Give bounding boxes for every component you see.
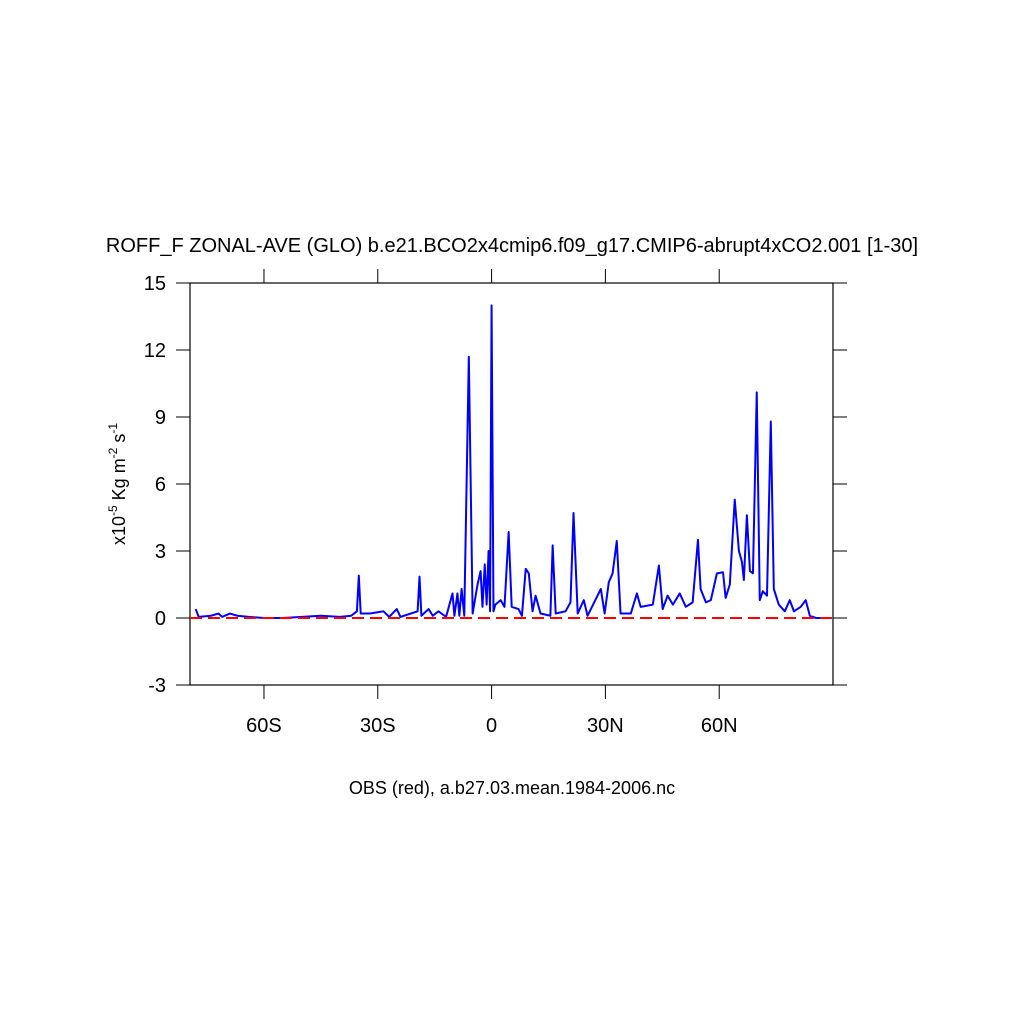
- x-tick-label: 60S: [246, 715, 282, 737]
- x-axis-label: OBS (red), a.b27.03.mean.1984-2006.nc: [349, 778, 675, 798]
- chart-title: ROFF_F ZONAL-AVE (GLO) b.e21.BCO2x4cmip6…: [106, 235, 918, 257]
- y-axis-label: x10-5 Kg m-2 s-1: [106, 423, 129, 545]
- y-tick-label: 3: [155, 541, 166, 563]
- y-axis-label-superscript: -1: [106, 423, 120, 434]
- x-tick-label: 30S: [360, 715, 396, 737]
- data-line: [194, 304, 831, 619]
- x-tick-label: 30N: [587, 715, 624, 737]
- y-tick-label: 12: [144, 340, 166, 362]
- y-axis-label-superscript: -5: [106, 505, 120, 516]
- y-tick-label: 9: [155, 407, 166, 429]
- y-axis-label-part: s: [109, 434, 129, 448]
- plot-frame: [189, 282, 834, 686]
- x-tick-label: 60N: [701, 715, 738, 737]
- y-tick-label: 15: [144, 273, 166, 295]
- y-tick-label: -3: [148, 675, 166, 697]
- y-axis-label-superscript: -2: [106, 447, 120, 458]
- x-tick-label: 0: [486, 715, 497, 737]
- y-tick-label: 0: [155, 608, 166, 630]
- y-axis-label-part: x10: [109, 516, 129, 545]
- y-tick-label: 6: [155, 474, 166, 496]
- y-axis-label-part: Kg m: [109, 458, 129, 505]
